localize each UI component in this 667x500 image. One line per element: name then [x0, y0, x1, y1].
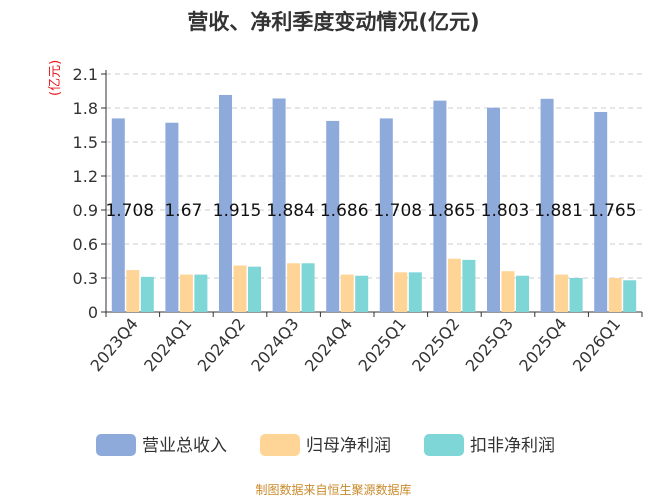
data-label-revenue: 1.865 — [427, 201, 476, 221]
bar-revenue — [219, 94, 232, 312]
bar-revenue — [326, 120, 340, 312]
legend-label-net-profit: 归母净利润 — [306, 436, 391, 456]
bar-deducted-profit — [355, 275, 369, 312]
x-tick-label: 2024Q4 — [301, 314, 356, 375]
bar-net-profit — [555, 274, 569, 312]
bar-revenue — [433, 100, 447, 312]
legend-label-deducted-profit: 扣非净利润 — [470, 436, 555, 456]
data-label-revenue: 1.765 — [588, 201, 637, 221]
data-label-revenue: 1.884 — [266, 201, 315, 221]
data-label-revenue: 1.708 — [105, 201, 154, 221]
data-label-revenue: 1.67 — [164, 201, 202, 221]
y-tick-label: 1.2 — [73, 167, 98, 186]
x-tick-label: 2025Q1 — [354, 314, 409, 375]
x-tick-label: 2025Q3 — [462, 314, 517, 375]
bar-revenue — [487, 107, 500, 312]
bar-deducted-profit — [623, 280, 637, 312]
y-tick-label: 2.1 — [73, 65, 98, 84]
y-tick-label: 1.5 — [73, 133, 98, 152]
bar-net-profit — [340, 274, 354, 312]
bar-deducted-profit — [301, 263, 315, 312]
x-tick-label: 2026Q1 — [569, 314, 624, 375]
x-tick-label: 2025Q2 — [408, 314, 463, 375]
data-label-revenue: 1.708 — [373, 201, 422, 221]
bar-net-profit — [287, 263, 301, 312]
bar-deducted-profit — [569, 278, 583, 312]
legend-swatch-deducted-profit — [424, 434, 464, 456]
x-tick-label: 2024Q1 — [140, 314, 195, 375]
legend-label-revenue: 营业总收入 — [142, 436, 227, 456]
bar-net-profit — [233, 265, 247, 312]
bar-deducted-profit — [516, 275, 529, 312]
bar-deducted-profit — [248, 266, 261, 312]
bar-revenue — [272, 98, 286, 312]
bar-revenue — [540, 98, 554, 312]
bar-net-profit — [447, 258, 461, 312]
x-tick-label: 2023Q4 — [86, 314, 141, 375]
legend-swatch-revenue — [96, 434, 136, 456]
bar-net-profit — [501, 271, 515, 312]
y-tick-label: 0 — [88, 303, 98, 322]
bar-deducted-profit — [194, 274, 208, 312]
bar-revenue — [379, 118, 393, 312]
chart-title: 营收、净利季度变动情况(亿元) — [187, 10, 480, 34]
bar-deducted-profit — [462, 259, 476, 312]
data-label-revenue: 1.915 — [213, 201, 262, 221]
y-tick-label: 1.8 — [73, 99, 98, 118]
legend-swatch-net-profit — [260, 434, 300, 456]
bar-net-profit — [126, 270, 140, 312]
bar-net-profit — [179, 274, 193, 312]
source-note: 制图数据来自恒生聚源数据库 — [255, 483, 412, 497]
x-tick-label: 2024Q2 — [194, 314, 249, 375]
y-tick-label: 0.9 — [73, 201, 98, 220]
y-tick-label: 0.3 — [73, 269, 98, 288]
bar-net-profit — [394, 272, 408, 312]
y-tick-label: 0.6 — [73, 235, 98, 254]
data-label-revenue: 1.803 — [481, 201, 530, 221]
bar-revenue — [165, 122, 179, 312]
data-label-revenue: 1.686 — [320, 201, 369, 221]
x-tick-label: 2024Q3 — [247, 314, 302, 375]
bar-deducted-profit — [140, 276, 154, 312]
bar-deducted-profit — [408, 272, 422, 312]
bar-net-profit — [608, 278, 622, 312]
bar-revenue — [111, 118, 125, 312]
x-tick-label: 2025Q4 — [515, 314, 570, 375]
bar-revenue — [594, 111, 608, 312]
data-label-revenue: 1.881 — [534, 201, 583, 221]
